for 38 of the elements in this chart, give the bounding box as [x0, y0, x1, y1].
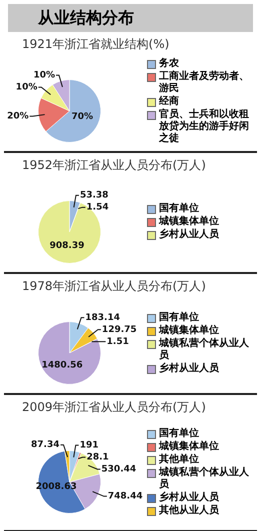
legend-label: 城镇私营个体从业人员	[159, 338, 250, 362]
legend-label: 官员、士兵和以收租放贷为生的游手好闲之徒	[159, 108, 250, 144]
legend-label: 其他从业人员	[159, 504, 219, 516]
data-label: 20%	[7, 112, 29, 122]
legend-label: 务农	[159, 58, 179, 70]
legend-label: 经商	[159, 96, 179, 108]
data-label: 10%	[16, 82, 38, 93]
chart-title: 从业结构分布	[8, 4, 253, 32]
legend-label: 国有单位	[159, 312, 199, 324]
data-label: 70%	[72, 112, 94, 122]
chart-subtitle: 1921年浙江省就业结构(%)	[21, 36, 170, 53]
data-label: 87.34	[31, 440, 60, 450]
data-label: 1480.56	[42, 360, 83, 370]
data-label: 1.51	[106, 336, 129, 347]
data-label: 748.44	[108, 492, 143, 502]
data-label: 28.1	[86, 452, 109, 463]
chart-subtitle: 1978年浙江省从业人员分布(万人)	[21, 278, 207, 295]
legend-label: 城镇集体单位	[159, 324, 219, 336]
legend-label: 乡村从业人员	[159, 362, 219, 374]
legend-label: 城镇私营个体从业人员	[159, 466, 250, 490]
data-label: 183.14	[85, 312, 120, 323]
legend-label: 城镇集体单位	[159, 440, 219, 452]
data-label: 530.44	[101, 464, 136, 475]
legend-label: 乡村从业人员	[159, 492, 219, 504]
chart-subtitle: 1952年浙江省从业人员分布(万人)	[21, 157, 207, 174]
data-label: 53.38	[80, 190, 108, 201]
data-label: 10%	[33, 70, 56, 81]
chart-subtitle: 2009年浙江省从业人员分布(万人)	[21, 399, 207, 416]
data-label: 129.75	[102, 324, 137, 335]
data-label: 908.39	[50, 241, 84, 252]
legend-label: 其他单位	[159, 454, 199, 466]
legend-label: 城镇集体单位	[159, 216, 219, 228]
data-label: 191	[80, 440, 98, 451]
data-label: 1.54	[86, 202, 109, 213]
legend-label: 国有单位	[159, 203, 199, 215]
legend-label: 乡村从业人员	[159, 229, 219, 241]
legend-label: 国有单位	[159, 428, 199, 440]
legend-label: 工商业者及劳动者、游民	[159, 70, 250, 94]
